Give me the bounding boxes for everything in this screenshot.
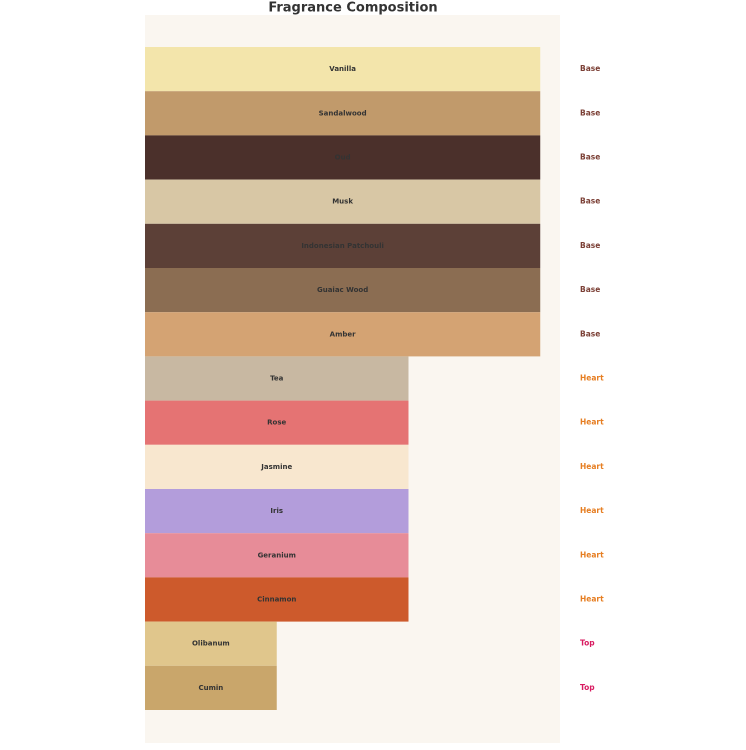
group-label: Top [580, 683, 595, 692]
bar [145, 268, 541, 313]
group-label: Heart [580, 595, 604, 604]
group-label: Heart [580, 374, 604, 383]
bar [145, 135, 541, 180]
group-label: Heart [580, 418, 604, 427]
bar [145, 356, 409, 401]
bar-label: Cinnamon [257, 596, 296, 604]
bar-label: Cumin [198, 684, 223, 692]
bar-label: Musk [332, 198, 353, 206]
group-label: Base [580, 64, 600, 73]
group-label: Base [580, 241, 600, 250]
group-label: Base [580, 108, 600, 117]
group-label: Heart [580, 550, 604, 559]
bar [145, 444, 409, 489]
group-label: Heart [580, 462, 604, 471]
group-label: Heart [580, 506, 604, 515]
bar-label: Jasmine [260, 463, 292, 471]
bar [145, 533, 409, 578]
chart-title: Fragrance Composition [268, 1, 437, 16]
bar [145, 577, 409, 622]
bar [145, 400, 409, 445]
group-label: Base [580, 329, 600, 338]
bar-label: Iris [270, 507, 283, 515]
bar-label: Oud [335, 154, 351, 162]
bar [145, 489, 409, 534]
bar-label: Sandalwood [319, 109, 367, 117]
bar-label: Vanilla [329, 65, 356, 73]
bar-label: Geranium [258, 551, 296, 559]
bar-label: Guaiac Wood [317, 286, 368, 294]
bar [145, 179, 541, 224]
bar [145, 47, 541, 92]
bar [145, 223, 541, 268]
bar-label: Rose [267, 419, 286, 427]
group-label: Base [580, 197, 600, 206]
bar-label: Olibanum [192, 640, 230, 648]
bar [145, 91, 541, 136]
group-label: Base [580, 153, 600, 162]
bar-label: Amber [330, 330, 356, 338]
bar-label: Tea [270, 375, 284, 383]
bar-label: Indonesian Patchouli [301, 242, 384, 250]
group-label: Top [580, 639, 595, 648]
bar [145, 621, 277, 666]
bar [145, 665, 277, 710]
group-label: Base [580, 285, 600, 294]
bar [145, 312, 541, 357]
